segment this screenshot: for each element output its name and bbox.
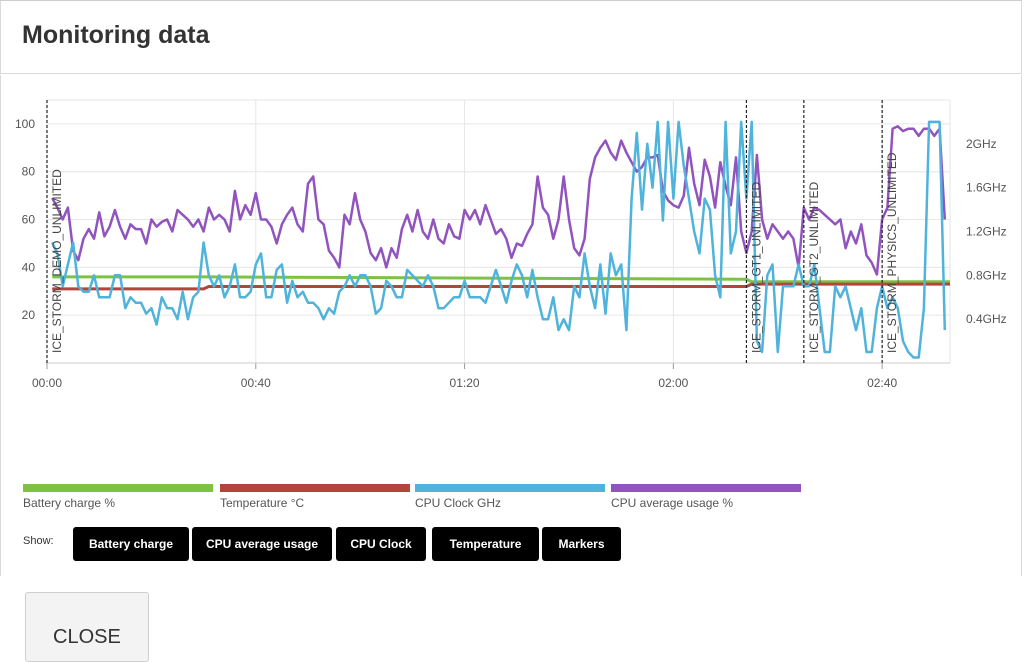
legend-label-cpu-usage: CPU average usage %: [611, 496, 734, 510]
legend-item-temperature: Temperature °C: [220, 484, 410, 510]
dialog-title: Monitoring data: [22, 21, 210, 49]
toggle-cpu-average-usage[interactable]: CPU average usage: [192, 527, 332, 561]
y-right-tick-label: 0.4GHz: [966, 312, 1007, 326]
toggle-temperature[interactable]: Temperature: [432, 527, 539, 561]
toggle-markers[interactable]: Markers: [542, 527, 621, 561]
y-right-tick-label: 0.8GHz: [966, 268, 1007, 282]
legend-swatch-cpu-usage: [611, 484, 801, 492]
toggle-battery-charge[interactable]: Battery charge: [73, 527, 189, 561]
legend-label-cpu-clock: CPU Clock GHz: [415, 496, 502, 510]
legend-item-cpu-usage: CPU average usage %: [611, 484, 801, 510]
series-line-cpu-usage: [51, 125, 947, 276]
marker-label: ICE_STORM_PHYSICS_UNLIMITED: [885, 152, 899, 353]
dialog-body: 20 40 60 80 100 00:00 00:40 01:20 02:00 02:40 0.4G…: [0, 75, 1022, 662]
show-label: Show:: [23, 535, 54, 547]
marker-label: ICE_STORM_DEMO_UNLIMITED: [50, 169, 64, 353]
series-line-battery: [52, 275, 950, 284]
legend-label-battery: Battery charge %: [23, 496, 116, 510]
legend-swatch-cpu-clock: [415, 484, 605, 492]
x-tick-label: 00:40: [241, 376, 271, 390]
legend-swatch-battery: [23, 484, 213, 492]
x-tick-label: 00:00: [32, 376, 62, 390]
legend-item-cpu-clock: CPU Clock GHz: [415, 484, 605, 510]
y-left-tick-label: 60: [22, 213, 36, 227]
marker-label: ICE_STORM_GT1_UNLIMITED: [749, 182, 763, 353]
y-right-tick-label: 1.2GHz: [966, 225, 1007, 239]
y-left-tick-label: 80: [22, 165, 36, 179]
chart-legend: Battery charge % Temperature °C CPU Cloc…: [23, 484, 823, 514]
y-left-tick-label: 20: [22, 308, 36, 322]
series-line-cpu-clock: [51, 120, 947, 359]
y-right-tick-label: 1.6GHz: [966, 181, 1007, 195]
legend-item-battery: Battery charge %: [23, 484, 213, 510]
toggle-cpu-clock[interactable]: CPU Clock: [336, 527, 426, 561]
x-tick-label: 01:20: [450, 376, 480, 390]
x-tick-label: 02:40: [867, 376, 897, 390]
close-button[interactable]: CLOSE: [25, 592, 149, 662]
series-line-temperature: [52, 282, 950, 291]
y-right-tick-label: 2GHz: [966, 137, 997, 151]
x-tick-label: 02:00: [658, 376, 688, 390]
y-left-tick-label: 100: [15, 117, 35, 131]
marker-label: ICE_STORM_GT2_UNLIMITED: [807, 182, 821, 353]
legend-label-temperature: Temperature °C: [220, 496, 305, 510]
y-left-tick-label: 40: [22, 260, 36, 274]
legend-swatch-temperature: [220, 484, 410, 492]
dialog-header: Monitoring data: [0, 0, 1022, 74]
monitoring-chart: 20 40 60 80 100 00:00 00:40 01:20 02:00 02:40 0.4G…: [15, 99, 1007, 390]
